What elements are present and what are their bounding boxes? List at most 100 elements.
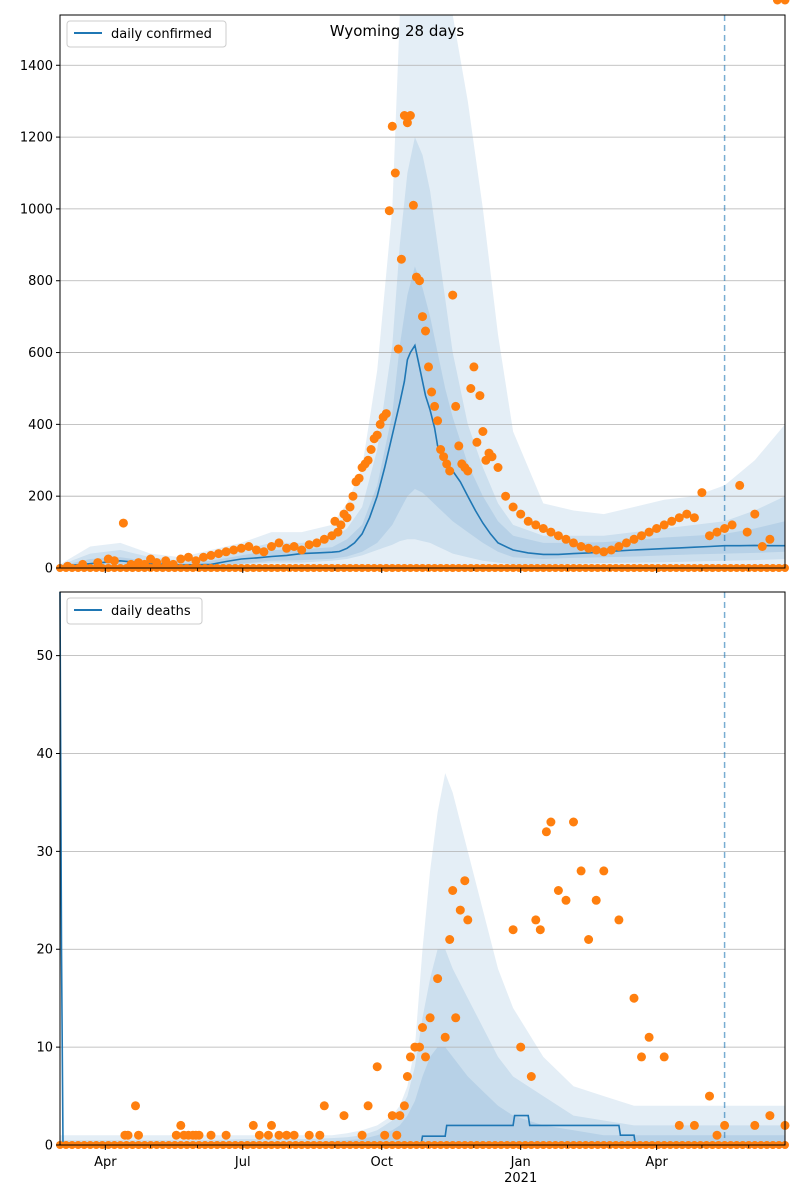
data-point	[576, 866, 586, 876]
data-point	[93, 558, 103, 568]
data-point	[750, 1120, 760, 1130]
data-point	[591, 545, 601, 555]
data-point	[433, 974, 443, 984]
data-point	[493, 463, 503, 472]
data-point	[63, 561, 73, 571]
data-point	[652, 524, 662, 533]
data-point	[274, 538, 284, 548]
data-point	[354, 473, 364, 483]
data-point	[451, 401, 461, 411]
y-tick-label: 400	[28, 418, 53, 433]
data-point	[425, 1013, 435, 1023]
legend-box	[66, 20, 227, 48]
data-point	[289, 542, 299, 551]
data-point	[541, 827, 551, 837]
data-point	[176, 1120, 186, 1130]
data-point	[384, 206, 394, 216]
data-point	[637, 1052, 646, 1062]
data-point	[236, 543, 246, 553]
data-point	[430, 401, 440, 411]
data-point	[348, 491, 358, 501]
data-point	[274, 1130, 284, 1140]
data-point	[395, 1111, 405, 1121]
data-point	[546, 527, 556, 537]
y-tick-label: 600	[28, 346, 53, 361]
data-point	[440, 1032, 450, 1042]
y-tick-label: 0	[45, 562, 53, 577]
data-point	[282, 543, 292, 553]
data-point	[439, 452, 449, 462]
data-point	[501, 491, 511, 501]
data-point	[478, 427, 488, 436]
x-tick-label: Oct	[370, 1155, 392, 1170]
band-outer	[60, 773, 785, 1145]
data-point	[526, 1072, 536, 1081]
data-point	[372, 1062, 382, 1072]
data-point	[720, 524, 730, 533]
data-point	[372, 430, 382, 440]
data-point	[380, 1130, 390, 1140]
data-point	[387, 1111, 397, 1121]
data-point	[584, 935, 594, 944]
data-point	[214, 549, 224, 559]
x-tick-label: Jan	[510, 1155, 531, 1170]
band-inner	[60, 266, 785, 568]
data-point	[569, 817, 578, 827]
data-point	[427, 387, 437, 397]
data-point	[381, 409, 391, 419]
data-point	[415, 1042, 424, 1052]
data-point	[118, 518, 128, 528]
data-point	[727, 520, 737, 530]
legend-box	[66, 597, 203, 625]
data-point	[171, 1130, 181, 1140]
data-point	[357, 1130, 367, 1140]
data-point	[109, 556, 119, 566]
data-point	[421, 1052, 430, 1062]
data-point	[251, 545, 261, 555]
band-outer	[60, 15, 785, 568]
data-point	[363, 1101, 373, 1111]
data-point	[259, 547, 269, 557]
data-point	[697, 488, 707, 498]
data-point	[418, 312, 427, 322]
data-point	[297, 545, 307, 555]
confirmed-x-axis	[104, 568, 750, 573]
data-point	[531, 520, 541, 530]
data-point	[418, 1023, 427, 1032]
data-point	[463, 915, 473, 925]
data-point	[659, 520, 669, 530]
data-point	[390, 168, 400, 178]
data-point	[674, 513, 684, 523]
data-point	[433, 416, 443, 426]
data-point	[206, 550, 216, 560]
data-point	[599, 866, 609, 876]
data-point	[191, 556, 201, 566]
data-point	[408, 200, 418, 210]
data-point	[405, 1052, 415, 1062]
data-point	[629, 993, 639, 1003]
data-point	[424, 362, 433, 372]
data-point	[682, 509, 692, 519]
data-point	[455, 905, 465, 915]
data-point	[689, 1120, 699, 1130]
data-point	[248, 1120, 258, 1130]
y-tick-label: 10	[36, 1041, 53, 1056]
data-point	[445, 466, 455, 476]
data-point	[674, 1120, 684, 1130]
y-tick-label: 30	[36, 845, 53, 860]
data-point	[535, 925, 545, 935]
data-point	[705, 531, 714, 541]
data-point	[405, 111, 415, 120]
data-point	[206, 1130, 216, 1140]
x-tick-year-label: 2021	[504, 1171, 537, 1186]
data-point	[742, 527, 752, 537]
data-point	[387, 121, 397, 131]
data-point	[508, 925, 518, 935]
data-point	[454, 441, 464, 451]
data-point	[315, 1130, 325, 1140]
data-point	[152, 558, 162, 568]
deaths-bands	[60, 773, 785, 1145]
y-tick-label: 20	[36, 943, 53, 958]
